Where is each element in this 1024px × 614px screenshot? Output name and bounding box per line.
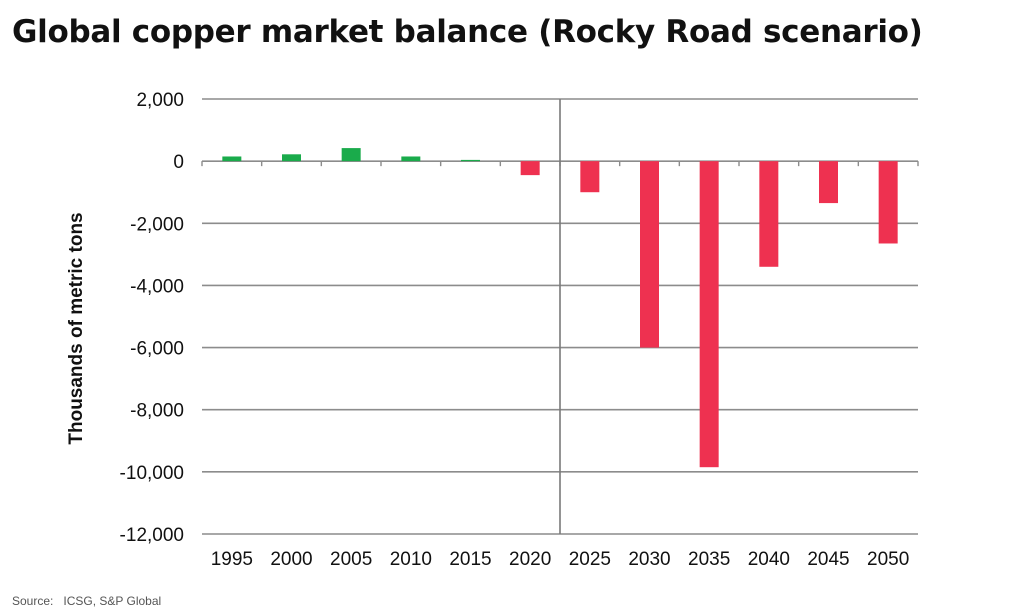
y-tick-label: -4,000 [130, 276, 184, 297]
y-tick-label: -10,000 [120, 463, 184, 484]
x-tick-label: 2010 [390, 549, 432, 570]
y-tick-label: -2,000 [130, 214, 184, 235]
y-axis-label: Thousands of metric tons [66, 212, 87, 444]
y-axis-ticks: 2,000 0 -2,000 -4,000 -6,000 -8,000 -10,000 -12… [120, 90, 184, 546]
x-tick-label: 2000 [270, 549, 312, 570]
y-tick-label: -8,000 [130, 401, 184, 422]
x-tick-label: 1995 [211, 549, 253, 570]
x-axis-ticks: 1995 2000 2005 2010 2015 2020 2025 2030 2035 2040… [211, 549, 910, 570]
bar-2040 [759, 161, 779, 267]
bar-chart: 2,000 0 -2,000 -4,000 -6,000 -8,000 -10,000 -12… [66, 90, 919, 570]
bar-2005 [341, 148, 361, 162]
x-tick-label: 2030 [628, 549, 670, 570]
y-tick-label: 0 [173, 152, 184, 173]
y-tick-label: -12,000 [120, 525, 184, 546]
bar-2010 [401, 156, 421, 162]
source-note: Source: ICSG, S&P Global [12, 594, 162, 608]
bar-2030 [640, 161, 659, 348]
x-tick-label: 2035 [688, 549, 730, 570]
bar-2015 [461, 159, 480, 162]
x-tick-label: 2005 [330, 549, 372, 570]
y-tick-label: -6,000 [130, 339, 184, 360]
bar-2020 [520, 161, 540, 176]
chart-title: Global copper market balance (Rocky Road… [12, 14, 923, 50]
x-tick-label: 2040 [748, 549, 790, 570]
x-tick-label: 2025 [569, 549, 611, 570]
y-tick-label: 2,000 [136, 90, 184, 111]
bar-2035 [699, 161, 719, 468]
x-tick-label: 2020 [509, 549, 551, 570]
bar-2025 [580, 161, 600, 193]
bar-2045 [819, 161, 838, 204]
bars [222, 148, 898, 468]
bar-1995 [222, 156, 242, 162]
bar-2050 [878, 161, 898, 244]
x-tick-label: 2050 [867, 549, 909, 570]
x-tick-label: 2015 [449, 549, 491, 570]
x-tick-label: 2045 [807, 549, 849, 570]
bar-2000 [282, 154, 301, 162]
